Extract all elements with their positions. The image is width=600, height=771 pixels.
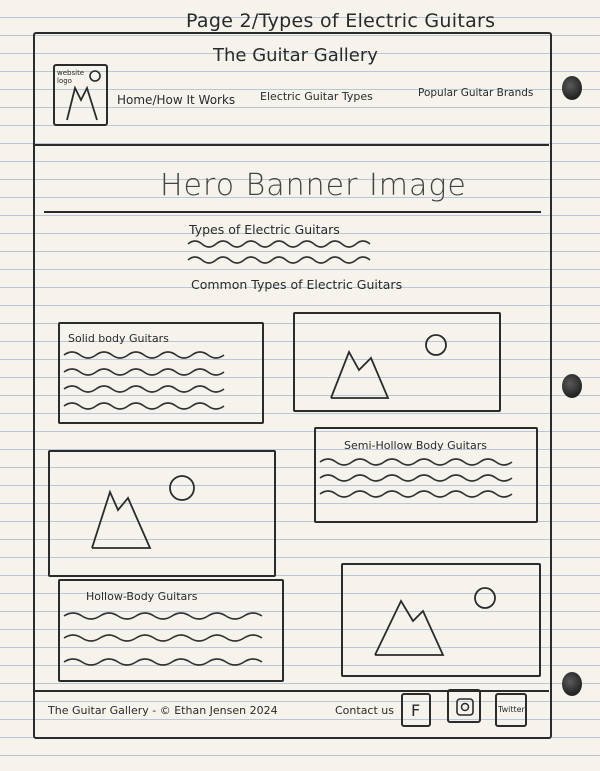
text-placeholder-lines [63, 612, 263, 666]
section-title-solid-body: Solid body Guitars [68, 332, 169, 345]
text-placeholder-lines [187, 240, 371, 264]
image-placeholder-icon [330, 334, 447, 399]
instagram-glyph [456, 698, 474, 716]
intro-title: Types of Electric Guitars [189, 222, 340, 237]
page-heading: Page 2/Types of Electric Guitars [186, 10, 496, 32]
nav-electric-guitar-types[interactable]: Electric Guitar Types [260, 90, 373, 103]
nav-popular-guitar-brands[interactable]: Popular Guitar Brands [418, 87, 534, 99]
binder-hole [562, 76, 582, 100]
hollow-body-image-placeholder [341, 563, 541, 677]
facebook-icon[interactable]: F [401, 693, 431, 727]
nav-home[interactable]: Home/How It Works [117, 93, 236, 107]
semi-hollow-image-placeholder [48, 450, 276, 577]
twitter-label: Twitter [498, 705, 525, 714]
image-placeholder-icon [91, 475, 195, 549]
solid-body-image-placeholder [293, 312, 501, 412]
instagram-icon[interactable] [447, 689, 481, 723]
section-title-semi-hollow: Semi-Hollow Body Guitars [344, 439, 487, 452]
semi-hollow-text-block [314, 427, 538, 523]
binder-hole [562, 672, 582, 696]
section-title-hollow-body: Hollow-Body Guitars [86, 590, 198, 603]
facebook-letter: F [411, 701, 421, 720]
site-title: The Guitar Gallery [213, 45, 378, 66]
intro-subtitle: Common Types of Electric Guitars [191, 277, 403, 292]
hollow-body-text-block [58, 579, 284, 682]
twitter-icon[interactable]: Twitter [495, 693, 527, 727]
hero-banner: Hero Banner Image [160, 168, 467, 203]
footer-copyright: The Guitar Gallery - © Ethan Jensen 2024 [48, 704, 278, 717]
text-placeholder-lines [319, 458, 513, 498]
logo-label: website logo [57, 69, 85, 85]
logo-box[interactable]: website logo [53, 64, 108, 126]
hero-divider [44, 211, 541, 213]
header-divider [35, 144, 549, 146]
footer-contact-link[interactable]: Contact us [335, 704, 394, 717]
image-placeholder-icon [66, 70, 101, 121]
wireframe-page [33, 32, 552, 739]
footer-divider [35, 690, 549, 692]
binder-hole [562, 374, 582, 398]
solid-body-text-block [58, 322, 264, 424]
text-placeholder-lines [63, 351, 225, 410]
image-placeholder-icon [374, 587, 496, 656]
